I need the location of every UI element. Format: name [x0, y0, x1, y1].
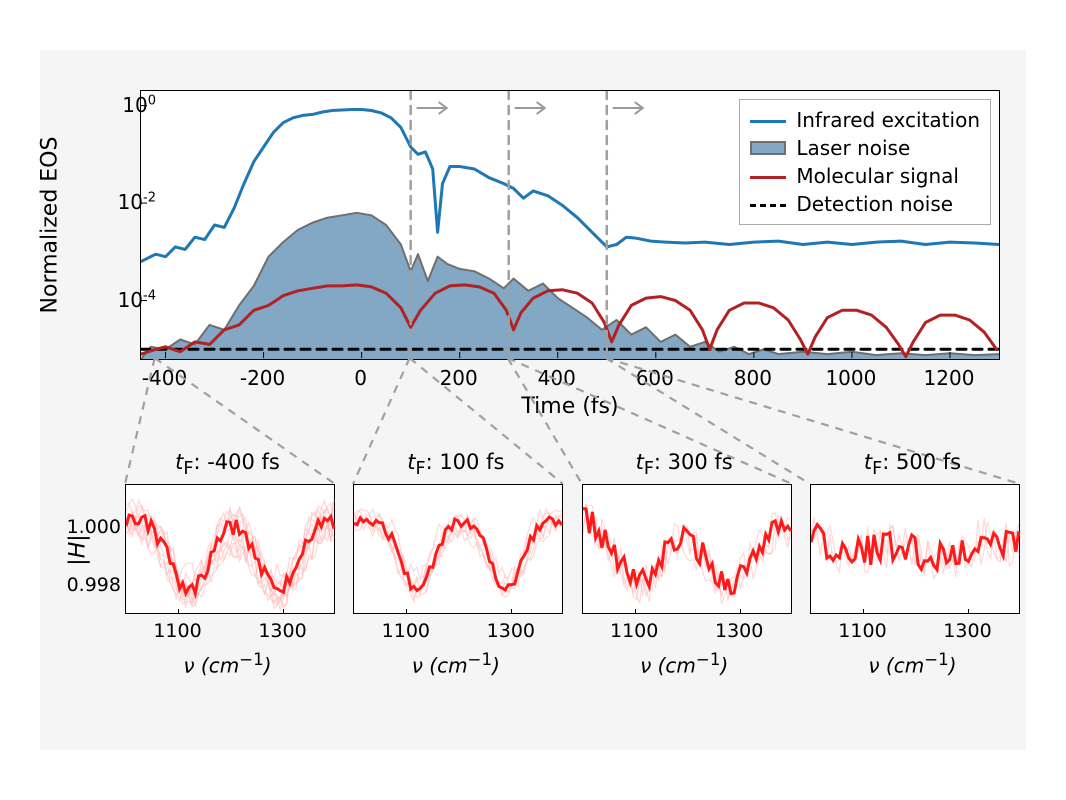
- sub-xlabel: ν (cm−1): [412, 650, 500, 678]
- top-xtick: 400: [538, 366, 576, 390]
- sub-series-line: [583, 509, 791, 594]
- legend-label: Infrared excitation: [796, 108, 980, 132]
- top-panel: Infrared excitation Laser noise Molecular …: [140, 90, 1000, 360]
- subplot-title: tF: 300 fs: [636, 450, 733, 479]
- top-ytick: 100: [122, 93, 156, 117]
- arrow-icon: [417, 102, 447, 114]
- sub-xtick: 1100: [153, 620, 201, 642]
- subplot: tF: 100 fs 1100 1300 ν (cm−1): [348, 450, 563, 720]
- top-xtick: -200: [240, 366, 285, 390]
- sub-ylabel: |H|: [66, 534, 91, 565]
- top-xtick: 200: [440, 366, 478, 390]
- sub-xlabel: ν (cm−1): [640, 650, 728, 678]
- subplots: tF: -400 fs 1100 1300 ν (cm−1) tF: 100 fs 110…: [120, 450, 1020, 720]
- sub-xlabel: ν (cm−1): [183, 650, 271, 678]
- subplot-svg: [126, 485, 336, 615]
- sub-xtick: 1300: [487, 620, 535, 642]
- subplot-title: tF: 100 fs: [407, 450, 504, 479]
- sub-xtick: 1100: [382, 620, 430, 642]
- subplot: tF: -400 fs 1100 1300 ν (cm−1): [120, 450, 335, 720]
- legend-label: Detection noise: [796, 192, 953, 216]
- legend-item: Infrared excitation: [750, 106, 980, 134]
- subplot-axes: [353, 484, 563, 614]
- sub-ytick: 0.998: [67, 574, 121, 596]
- subplot-title: tF: -400 fs: [175, 450, 280, 479]
- legend-label: Molecular signal: [796, 164, 959, 188]
- top-ytick: 10-2: [118, 190, 156, 214]
- top-xtick: -400: [142, 366, 187, 390]
- sub-ytick: 1.000: [67, 516, 121, 538]
- subplot-svg: [583, 485, 793, 615]
- top-xtick: 800: [734, 366, 772, 390]
- top-xtick: 0: [354, 366, 367, 390]
- laser-noise-fill: [141, 213, 999, 359]
- arrow-icon: [613, 102, 643, 114]
- sub-xtick: 1300: [258, 620, 306, 642]
- top-xlabel: Time (fs): [521, 394, 618, 419]
- arrow-icon: [515, 102, 545, 114]
- subplot-title: tF: 500 fs: [864, 450, 961, 479]
- subplot-axes: [582, 484, 792, 614]
- legend-item: Detection noise: [750, 190, 980, 218]
- subplot-svg: [811, 485, 1021, 615]
- top-ylabel: Normalized EOS: [38, 137, 63, 314]
- figure: Normalized EOS Infrared excitation Laser …: [40, 50, 1026, 750]
- top-xtick: 1000: [825, 366, 876, 390]
- sub-xtick: 1300: [943, 620, 991, 642]
- subplot: tF: 500 fs 1100 1300 ν (cm−1): [805, 450, 1020, 720]
- legend-item: Molecular signal: [750, 162, 980, 190]
- legend-item: Laser noise: [750, 134, 980, 162]
- legend-label: Laser noise: [796, 136, 910, 160]
- sub-xlabel: ν (cm−1): [868, 650, 956, 678]
- sub-xtick: 1300: [715, 620, 763, 642]
- subplot-axes: [810, 484, 1020, 614]
- top-ytick: 10-4: [118, 288, 156, 312]
- sub-xtick: 1100: [610, 620, 658, 642]
- sub-xtick: 1100: [838, 620, 886, 642]
- top-xtick: 600: [636, 366, 674, 390]
- subplot-svg: [354, 485, 564, 615]
- subplot-axes: [125, 484, 335, 614]
- top-xtick: 1200: [924, 366, 975, 390]
- legend: Infrared excitation Laser noise Molecular …: [739, 99, 991, 225]
- sub-series-line: [354, 517, 562, 591]
- subplot: tF: 300 fs 1100 1300 ν (cm−1): [577, 450, 792, 720]
